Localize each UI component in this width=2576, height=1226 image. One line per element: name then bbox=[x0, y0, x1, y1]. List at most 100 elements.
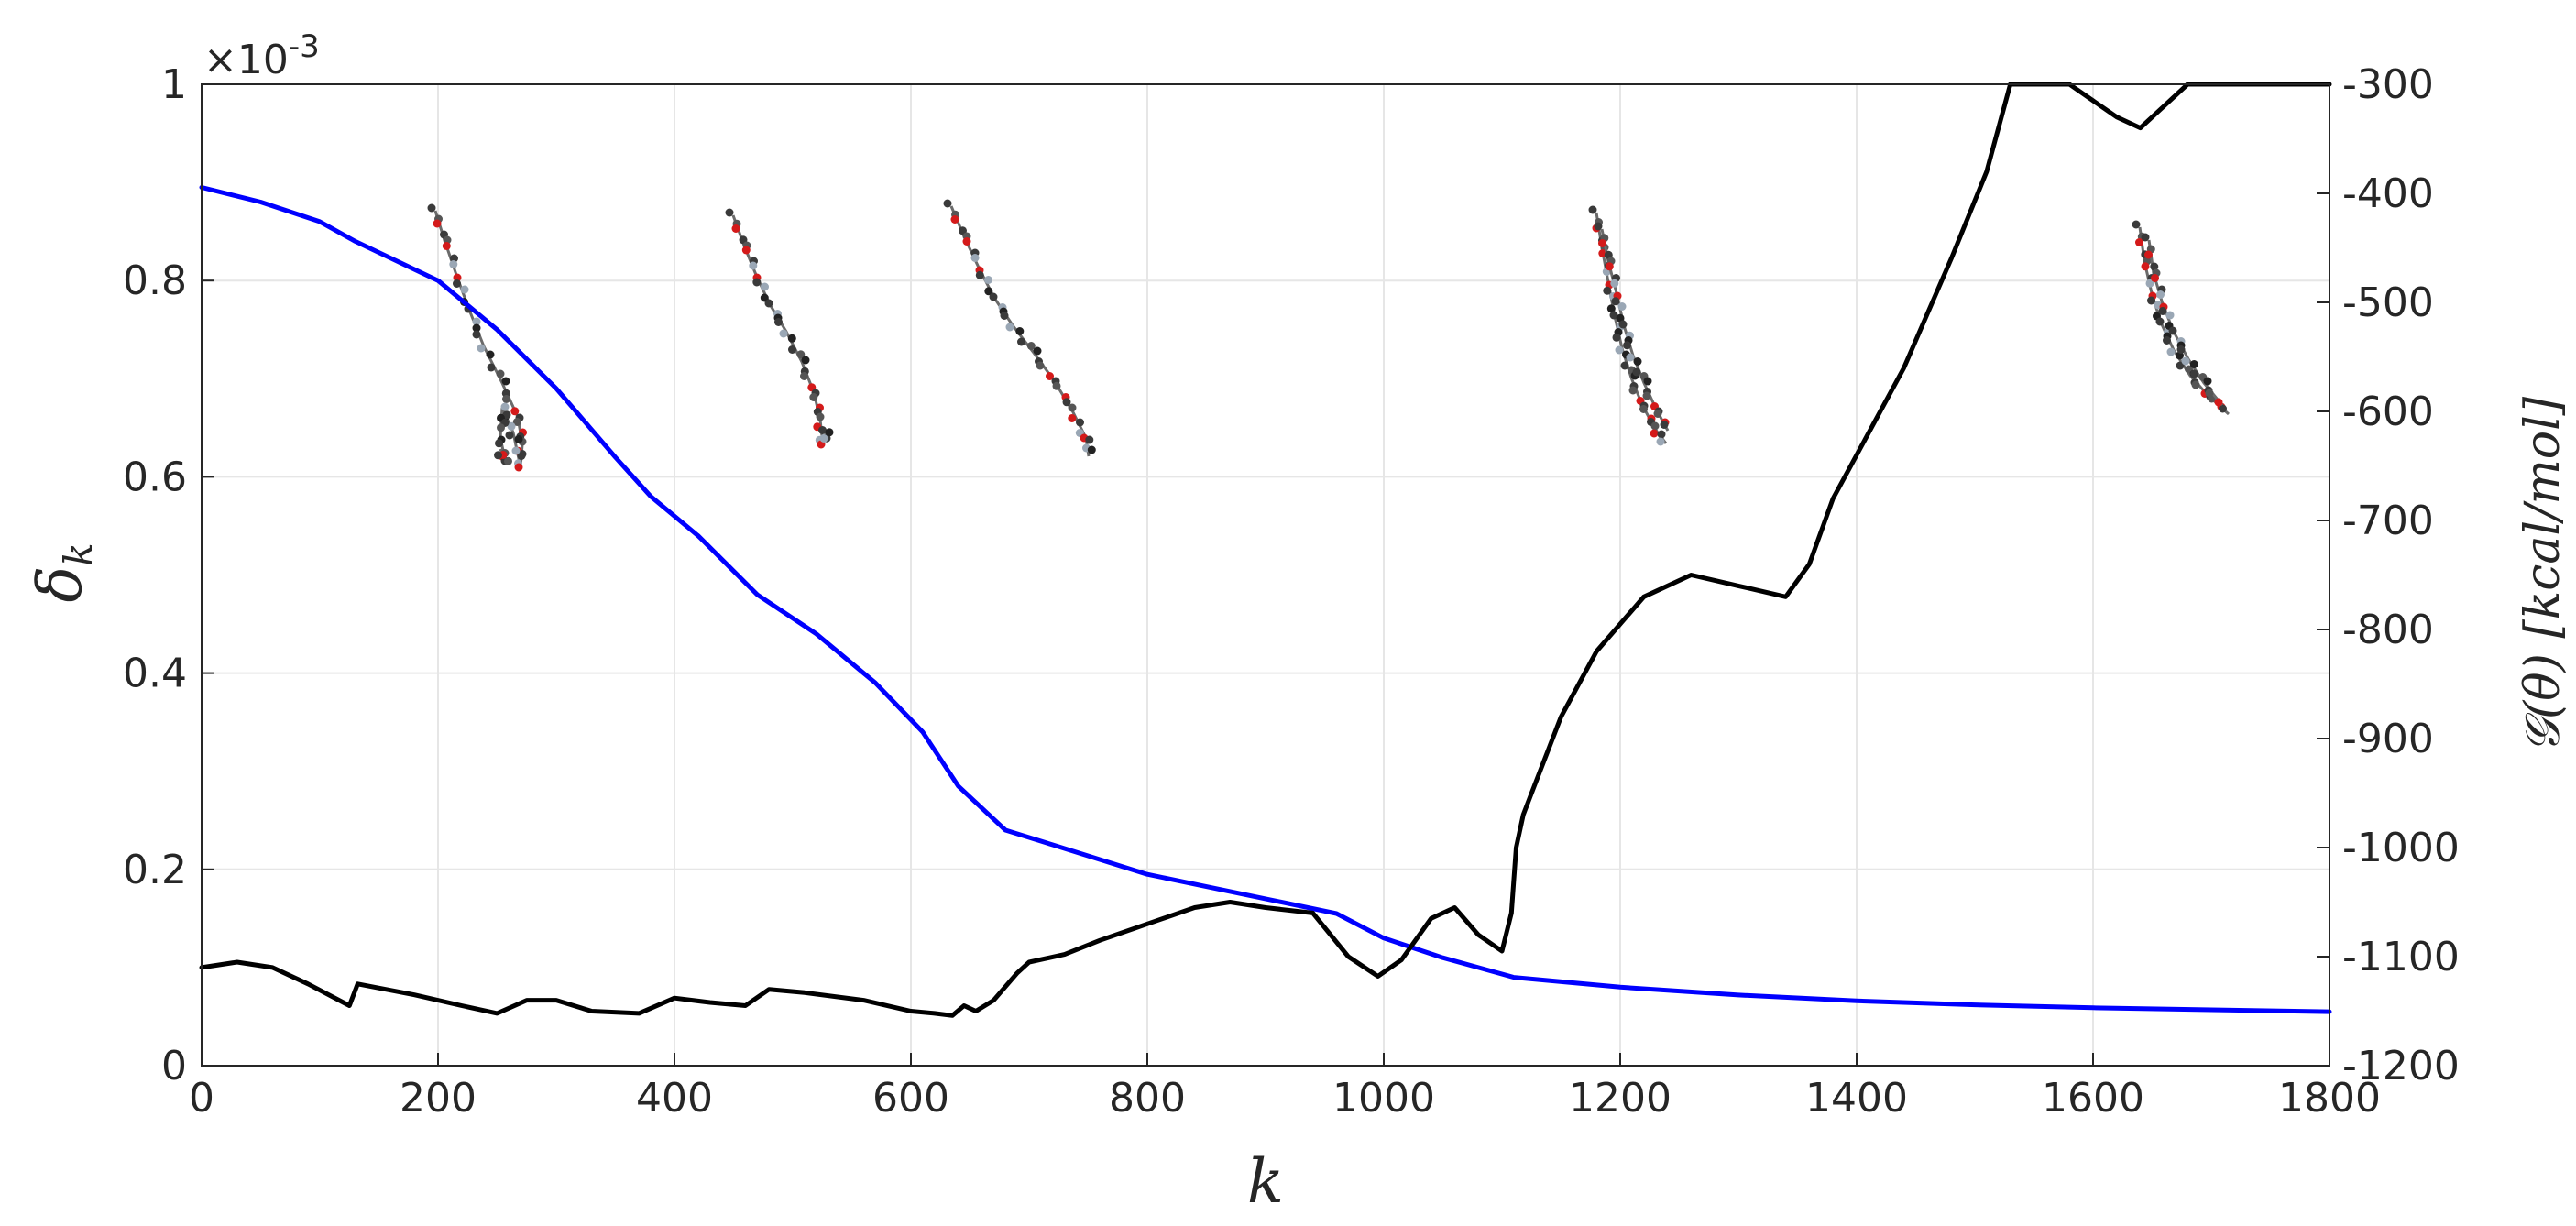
molecule-atom bbox=[774, 318, 783, 326]
molecule-atom bbox=[2214, 398, 2223, 407]
molecule-atom bbox=[975, 270, 984, 279]
molecule-atom bbox=[449, 260, 458, 268]
molecule-atom bbox=[494, 451, 502, 460]
molecule-atom bbox=[950, 215, 959, 224]
left-y-axis-symbol: δ bbox=[25, 566, 95, 603]
right-tick-label: -500 bbox=[2342, 279, 2434, 326]
molecule-atom bbox=[816, 412, 825, 421]
molecule-atom bbox=[2150, 262, 2159, 271]
molecule-atom bbox=[487, 363, 496, 372]
left-tick-label: 0.2 bbox=[123, 847, 187, 893]
molecule-atom bbox=[764, 299, 773, 308]
molecule-atom bbox=[1653, 410, 1662, 418]
molecule-atom bbox=[2155, 317, 2165, 326]
molecule-atom bbox=[2163, 336, 2171, 345]
right-tick-label: -1200 bbox=[2342, 1043, 2460, 1089]
molecule-atom bbox=[511, 446, 521, 455]
molecule-atom bbox=[1642, 391, 1651, 400]
molecule-atom bbox=[959, 226, 967, 235]
molecule-atom bbox=[989, 292, 998, 301]
x-tick-label: 1200 bbox=[1569, 1075, 1672, 1122]
plot-area bbox=[202, 84, 2329, 1066]
molecule-atom bbox=[1026, 342, 1036, 350]
molecule-atom bbox=[787, 334, 796, 343]
x-tick-label: 1400 bbox=[1805, 1075, 1908, 1122]
right-tick-label: -300 bbox=[2342, 61, 2434, 108]
molecule-atom bbox=[1616, 313, 1625, 323]
molecule-atom bbox=[779, 329, 788, 338]
left-tick-label: 0.8 bbox=[123, 257, 187, 304]
molecule-atom bbox=[2219, 404, 2227, 413]
molecule-atom bbox=[970, 254, 980, 262]
molecule-atom bbox=[2181, 356, 2190, 366]
molecule-atom bbox=[1633, 357, 1642, 366]
molecule-atom bbox=[443, 235, 452, 245]
molecule-atom bbox=[1036, 361, 1045, 370]
molecule-atom bbox=[1588, 205, 1597, 214]
molecule-atom bbox=[1611, 297, 1620, 306]
molecule-atom bbox=[1643, 377, 1652, 386]
molecule-atom bbox=[731, 224, 740, 233]
molecule-atom bbox=[943, 199, 952, 208]
left-tick-label: 0.4 bbox=[123, 651, 187, 697]
x-tick-label: 200 bbox=[400, 1075, 477, 1122]
molecule-atom bbox=[1015, 327, 1025, 335]
molecule-atom bbox=[796, 350, 806, 359]
molecule-atom bbox=[502, 395, 510, 403]
molecule-atom bbox=[1087, 445, 1096, 454]
molecule-atom bbox=[517, 452, 526, 460]
molecule-atom bbox=[1639, 405, 1648, 413]
right-tick-label: -600 bbox=[2342, 389, 2434, 435]
molecule-atom bbox=[825, 428, 834, 437]
molecule-atom bbox=[801, 356, 810, 365]
molecule-atom bbox=[2165, 311, 2175, 320]
left-tick-label: 0 bbox=[161, 1043, 187, 1089]
molecule-atom bbox=[453, 279, 461, 288]
molecule-atom bbox=[460, 285, 469, 294]
molecule-atom bbox=[504, 456, 512, 465]
molecule-atom bbox=[1617, 302, 1627, 311]
molecule-atom bbox=[442, 242, 451, 250]
molecule-atom bbox=[741, 246, 751, 255]
x-tick-label: 800 bbox=[1109, 1075, 1186, 1122]
right-y-axis-label: 𝒢(θ) [kcal/mol] bbox=[2516, 396, 2571, 753]
delta-series-line bbox=[199, 185, 2332, 1014]
molecule-atom bbox=[1620, 361, 1629, 370]
molecule bbox=[725, 208, 834, 449]
molecule-atom bbox=[505, 431, 514, 440]
molecule-atom bbox=[501, 377, 510, 386]
molecule-atom bbox=[1603, 286, 1612, 295]
molecule-atom bbox=[749, 261, 758, 270]
molecule bbox=[943, 199, 1096, 457]
data-series bbox=[199, 82, 2332, 1018]
molecule-atom bbox=[819, 434, 828, 443]
molecule-atom bbox=[1598, 239, 1606, 247]
molecule-atom bbox=[725, 208, 734, 217]
molecule-atom bbox=[1052, 381, 1061, 390]
molecule-atom bbox=[1610, 279, 1619, 288]
molecule-atom bbox=[800, 372, 808, 380]
molecule-atom bbox=[984, 276, 992, 284]
molecule-atom bbox=[1650, 429, 1659, 438]
molecule-atom bbox=[507, 421, 516, 431]
molecule-atom bbox=[1623, 341, 1631, 350]
x-tick-label: 1600 bbox=[2042, 1075, 2144, 1122]
molecule-atom bbox=[984, 287, 993, 296]
right-tick-label: -700 bbox=[2342, 498, 2434, 544]
molecule-atom bbox=[2158, 307, 2167, 315]
left-axis-multiplier: ×10-3 bbox=[203, 28, 320, 83]
molecule-atom bbox=[1000, 312, 1009, 320]
molecule-atom bbox=[427, 203, 436, 213]
molecule-atom bbox=[1606, 304, 1616, 313]
molecule-atom bbox=[486, 350, 495, 359]
molecule-atom bbox=[1068, 414, 1077, 422]
molecule-atom bbox=[752, 278, 762, 287]
molecule-atom bbox=[2141, 233, 2150, 242]
right-tick-label: -1000 bbox=[2342, 825, 2460, 871]
molecule-atom bbox=[1612, 333, 1621, 342]
axis-ticks: 0 200 400 600 800 1000 1200 1400 1600 1800 0 0.2 0.4… bbox=[123, 61, 2460, 1122]
molecule-illustrations bbox=[427, 199, 2231, 472]
molecule-atom bbox=[2190, 369, 2198, 378]
molecule-atom bbox=[2156, 290, 2165, 299]
